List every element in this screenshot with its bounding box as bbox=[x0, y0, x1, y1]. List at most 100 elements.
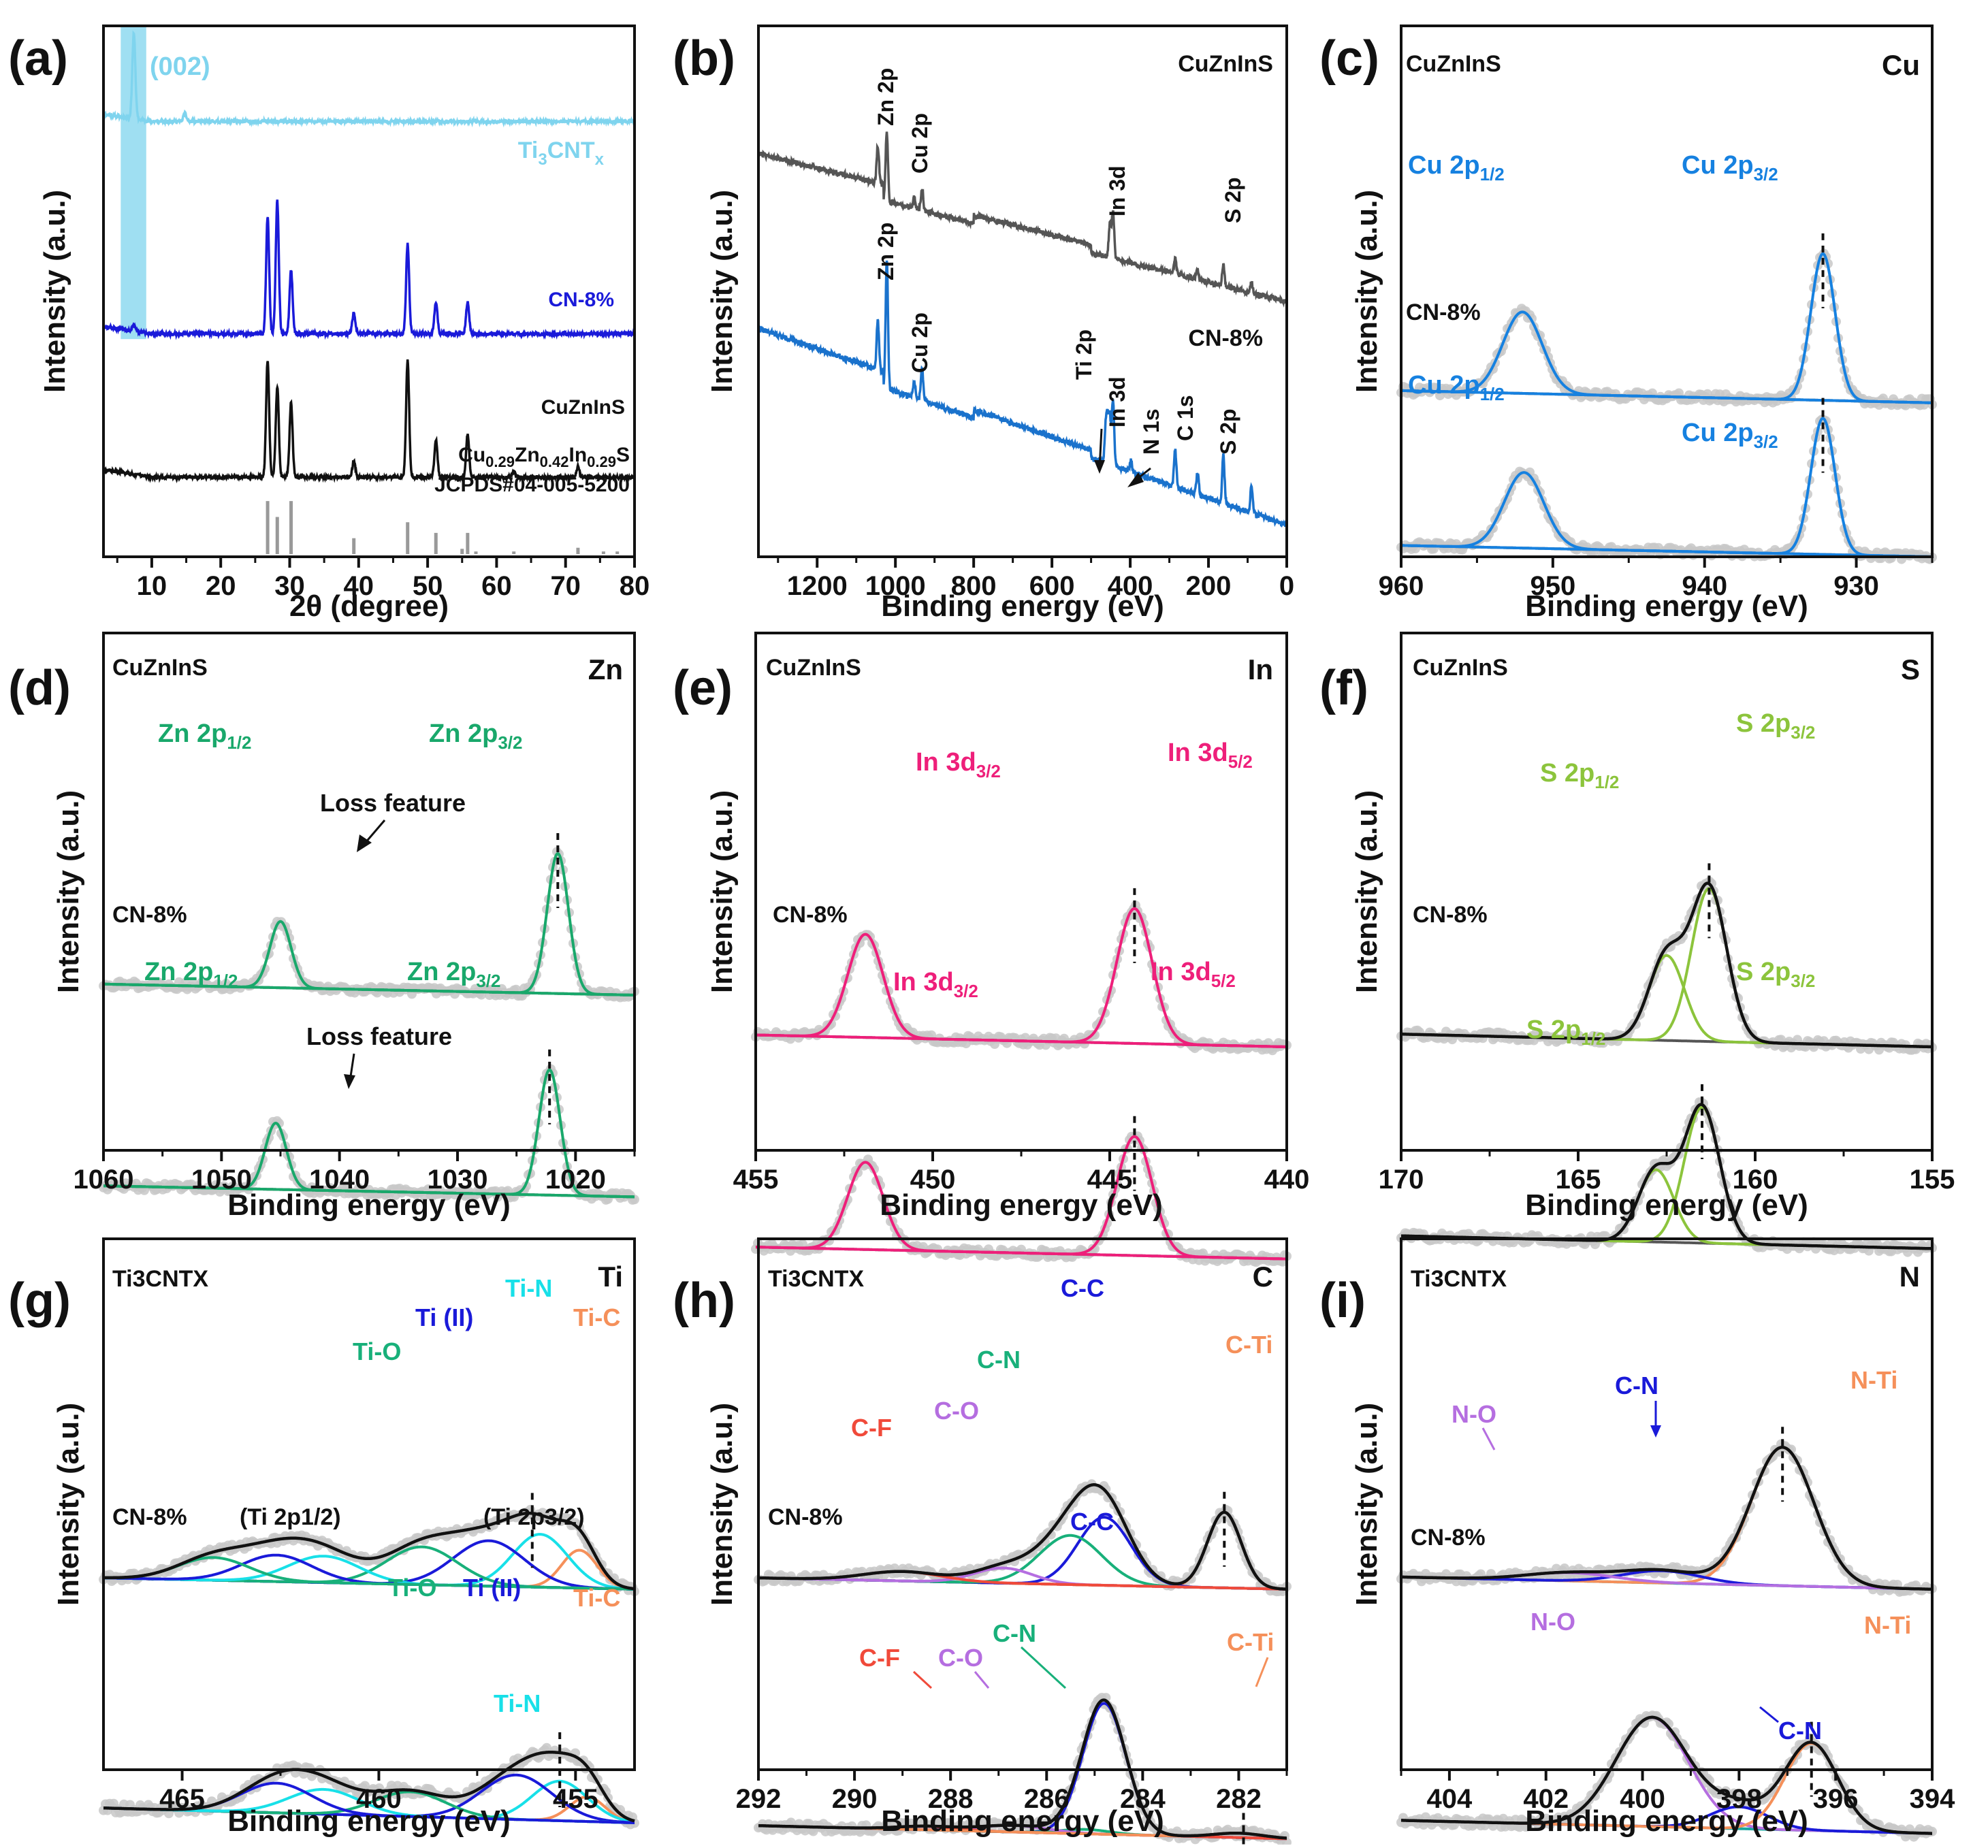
ylabel-i: Intensity (a.u.) bbox=[1350, 1403, 1383, 1606]
label-tic-top: Ti-C bbox=[573, 1303, 620, 1331]
label-cf-bottom: C-F bbox=[859, 1644, 900, 1672]
x-tick-label: 930 bbox=[1833, 571, 1879, 601]
group-label-ti2p12: (Ti 2p1/2) bbox=[240, 1504, 341, 1530]
x-tick-label: 60 bbox=[481, 571, 512, 601]
survey-series-CuZnInS bbox=[757, 131, 1288, 308]
label-nti-bottom: N-Ti bbox=[1864, 1611, 1911, 1639]
frame-b bbox=[757, 25, 1288, 558]
ann-zn2p-bottom: Zn 2p bbox=[873, 223, 898, 280]
label-cu2p32-bottom: Cu 2p3/2 bbox=[1682, 419, 1778, 452]
element-label-c: Cu bbox=[1882, 49, 1920, 81]
xlabel-i: Binding energy (eV) bbox=[1525, 1804, 1808, 1838]
label-tio-bottom: Ti-O bbox=[388, 1574, 436, 1602]
arrowhead-cn-i bbox=[1650, 1425, 1661, 1438]
envelope-bottom bbox=[1401, 1103, 1932, 1250]
label-tiii-bottom: Ti (II) bbox=[463, 1574, 521, 1602]
label-bottom-i: CN-8% bbox=[1411, 1525, 1486, 1551]
ticks-c: 960 950 940 930 bbox=[1379, 557, 1934, 601]
component-S 2p3/2-bottom bbox=[1401, 1105, 1932, 1250]
label-in3d52-top: In 3d5/2 bbox=[1168, 739, 1253, 772]
ann-cu2p-top: Cu 2p bbox=[908, 113, 932, 174]
label-jcpds: JCPDS#04-005-5200 bbox=[434, 474, 630, 496]
label-cn-bottom: C-N bbox=[993, 1619, 1036, 1647]
x-tick-label: 10 bbox=[137, 571, 167, 601]
x-tick-label: 0 bbox=[1279, 571, 1294, 601]
xlabel-g: Binding energy (eV) bbox=[227, 1804, 511, 1838]
x-tick-label: 455 bbox=[733, 1165, 779, 1195]
xlabel-e: Binding energy (eV) bbox=[880, 1188, 1163, 1222]
arrowhead-loss-bottom bbox=[344, 1074, 355, 1089]
label-bottom-e: CN-8% bbox=[773, 902, 848, 928]
data-point-bottom bbox=[274, 1118, 284, 1129]
label-cn-i-top: C-N bbox=[1615, 1372, 1658, 1399]
xlabel-f: Binding energy (eV) bbox=[1525, 1188, 1808, 1222]
ann-s2p-top: S 2p bbox=[1221, 177, 1245, 223]
x-tick-label: 400 bbox=[1108, 571, 1153, 601]
ylabel-a: Intensity (a.u.) bbox=[38, 190, 71, 393]
label-cti-top: C-Ti bbox=[1225, 1331, 1272, 1359]
xlabel-d: Binding energy (eV) bbox=[227, 1188, 511, 1222]
element-label-d: Zn bbox=[588, 653, 623, 685]
x-tick-label: 1040 bbox=[309, 1165, 370, 1195]
label-cn-i-bottom: C-N bbox=[1778, 1717, 1822, 1745]
ann-n1s: N 1s bbox=[1139, 408, 1164, 455]
label-in3d32-top: In 3d3/2 bbox=[916, 748, 1001, 781]
x-tick-label: 800 bbox=[951, 571, 997, 601]
element-label-f: S bbox=[1901, 653, 1920, 685]
panel-label-e: (e) bbox=[673, 661, 733, 715]
label-top-e: CuZnInS bbox=[766, 655, 861, 681]
label-cu2p12-bottom: Cu 2p1/2 bbox=[1408, 371, 1505, 404]
label-cu2p12-top: Cu 2p1/2 bbox=[1408, 151, 1505, 184]
label-tio-top: Ti-O bbox=[353, 1338, 401, 1365]
x-tick-label: 290 bbox=[832, 1784, 878, 1814]
label-bottom-g: CN-8% bbox=[112, 1504, 187, 1530]
panel-label-b: (b) bbox=[673, 31, 735, 86]
ylabel-g: Intensity (a.u.) bbox=[52, 1403, 85, 1606]
arrowhead-ti2p bbox=[1094, 460, 1105, 474]
xlabel-b: Binding energy (eV) bbox=[881, 589, 1164, 623]
curves-c bbox=[1396, 233, 1937, 564]
panel-label-c: (c) bbox=[1319, 31, 1379, 86]
panel-h: 292 290 288 286 284 282 (h) Ti3CNTX C CN-8% C… bbox=[673, 1237, 1292, 1848]
annotation-002: (002) bbox=[150, 52, 210, 81]
component-Cu 2p3/2-top bbox=[1401, 252, 1932, 404]
label-top-h: Ti3CNTX bbox=[768, 1266, 864, 1292]
element-label-h: C bbox=[1253, 1261, 1273, 1293]
frame-e bbox=[754, 632, 1288, 1152]
xrd-series-Ti3CNTx bbox=[103, 30, 636, 128]
label-top-f: CuZnInS bbox=[1413, 655, 1508, 681]
ticks-d: 1060 1050 1040 1030 1020 bbox=[74, 1150, 636, 1195]
arrow-cf bbox=[912, 1670, 933, 1689]
panel-c: 960 950 940 930 (c) CuZnInS Cu CN-8% Cu 2p1… bbox=[1319, 25, 1937, 623]
component-Cu 2p3/2-bottom bbox=[1400, 417, 1932, 558]
ylabel-f: Intensity (a.u.) bbox=[1350, 790, 1383, 993]
survey-series-CN-8% bbox=[757, 260, 1288, 528]
label-bottom-f: CN-8% bbox=[1413, 902, 1488, 928]
curves-g bbox=[99, 1493, 639, 1830]
panel-label-d: (d) bbox=[8, 661, 71, 715]
arrowhead-n1s bbox=[1127, 472, 1144, 487]
element-label-e: In bbox=[1248, 653, 1273, 685]
x-tick-label: 1050 bbox=[191, 1165, 252, 1195]
panel-e: 455 450 445 440 (e) CuZnInS In CN-8% In 3d3… bbox=[673, 632, 1309, 1267]
x-tick-label: 70 bbox=[550, 571, 581, 601]
frame-a bbox=[102, 25, 636, 558]
label-s2p32-bottom: S 2p3/2 bbox=[1736, 958, 1815, 991]
label-cn-top: C-N bbox=[977, 1346, 1021, 1374]
ann-ti2p: Ti 2p bbox=[1072, 329, 1096, 380]
label-top-c: CuZnInS bbox=[1406, 51, 1501, 77]
label-s2p12-top: S 2p1/2 bbox=[1540, 759, 1619, 792]
label-no-bottom: N-O bbox=[1530, 1608, 1575, 1636]
ann-cu2p-bottom: Cu 2p bbox=[908, 312, 932, 373]
x-tick-label: 404 bbox=[1427, 1784, 1473, 1814]
x-tick-label: 950 bbox=[1530, 571, 1575, 601]
curves-d bbox=[99, 833, 639, 1205]
arrow-cti bbox=[1255, 1657, 1269, 1687]
label-cu2p32-top: Cu 2p3/2 bbox=[1682, 151, 1778, 184]
xlabel-c: Binding energy (eV) bbox=[1525, 589, 1808, 623]
panel-b: 1200 1000 800 600 400 200 0 (b) CuZnInS CN-8% … bbox=[673, 25, 1294, 623]
x-tick-label: 394 bbox=[1910, 1784, 1955, 1814]
label-tin-bottom: Ti-N bbox=[494, 1689, 541, 1717]
x-tick-label: 282 bbox=[1216, 1784, 1262, 1814]
